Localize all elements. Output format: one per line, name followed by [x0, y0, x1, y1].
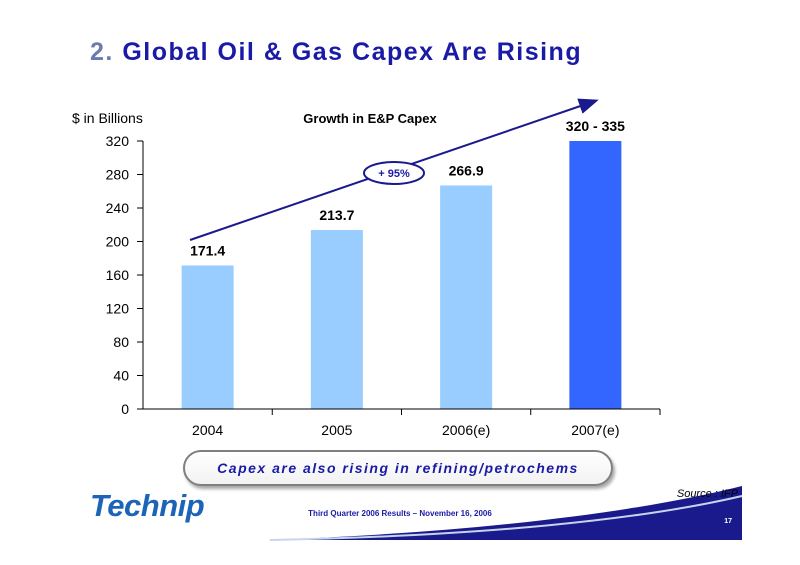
y-tick-label: 40 [113, 368, 129, 384]
data-label: 171.4 [190, 242, 225, 258]
bar-2006(e) [440, 185, 493, 409]
y-tick-label: 120 [106, 301, 130, 317]
title-number: 2. [90, 38, 114, 66]
capex-bar-chart: $ in Billions Growth in E&P Capex 0 40 80 1… [72, 98, 661, 438]
y-tick-label: 200 [106, 234, 130, 250]
slide-title: 2. Global Oil & Gas Capex Are Rising [90, 38, 582, 67]
technip-logo: Technip [90, 488, 205, 523]
x-tick-label: 2006(e) [442, 422, 490, 438]
y-tick-label: 0 [121, 401, 129, 417]
y-tick-label: 320 [106, 133, 130, 149]
footer-text: Third Quarter 2006 Results – November 16… [308, 509, 492, 518]
y-tick-label: 160 [106, 267, 130, 283]
growth-annotation: + 95% [378, 168, 410, 180]
y-tick-label: 280 [106, 167, 130, 183]
data-label: 266.9 [449, 162, 484, 178]
bar-2004 [181, 265, 234, 409]
data-label: 320 - 335 [566, 118, 625, 134]
y-axis-label: $ in Billions [72, 110, 143, 126]
x-tick-label: 2004 [192, 422, 223, 438]
x-tick-label: 2007(e) [571, 422, 619, 438]
refining-callout: Capex are also rising in refining/petroc… [183, 450, 613, 486]
y-tick-label: 80 [113, 334, 129, 350]
chart-title: Growth in E&P Capex [303, 111, 437, 126]
bar-2007(e) [569, 141, 622, 409]
y-tick-label: 240 [106, 200, 130, 216]
bar-2005 [310, 230, 363, 409]
x-tick-label: 2005 [321, 422, 352, 438]
data-label: 213.7 [319, 207, 354, 223]
source-note: Source : IFP [676, 488, 738, 500]
growth-annotation-oval [363, 161, 425, 185]
page-number: 17 [724, 518, 732, 525]
title-text: Global Oil & Gas Capex Are Rising [122, 38, 583, 66]
